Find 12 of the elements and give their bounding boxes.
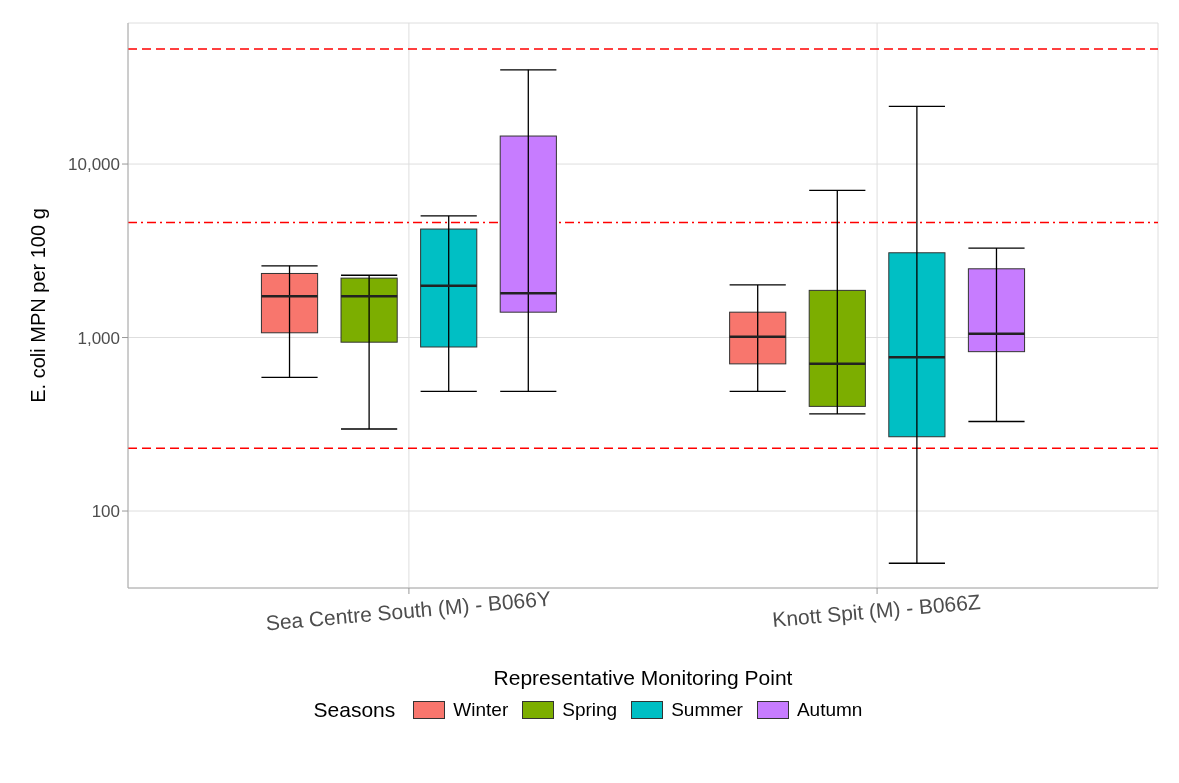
x-axis-title: Representative Monitoring Point xyxy=(493,666,793,689)
y-tick-label: 100 xyxy=(91,502,120,522)
y-axis-title: E. coli MPN per 100 g xyxy=(27,208,50,403)
x-tick-label: Knott Spit (M) - B066Z xyxy=(771,589,982,632)
legend-label: Spring xyxy=(562,699,618,721)
y-tick-label: 10,000 xyxy=(68,155,120,175)
y-tick-label: 1,000 xyxy=(77,328,120,348)
legend-title: Seasons xyxy=(313,698,396,722)
legend-label: Summer xyxy=(671,699,743,721)
legend-label: Autumn xyxy=(796,699,863,721)
x-tick-label: Sea Centre South (M) - B066Y xyxy=(264,586,552,635)
legend-label: Winter xyxy=(453,699,509,721)
